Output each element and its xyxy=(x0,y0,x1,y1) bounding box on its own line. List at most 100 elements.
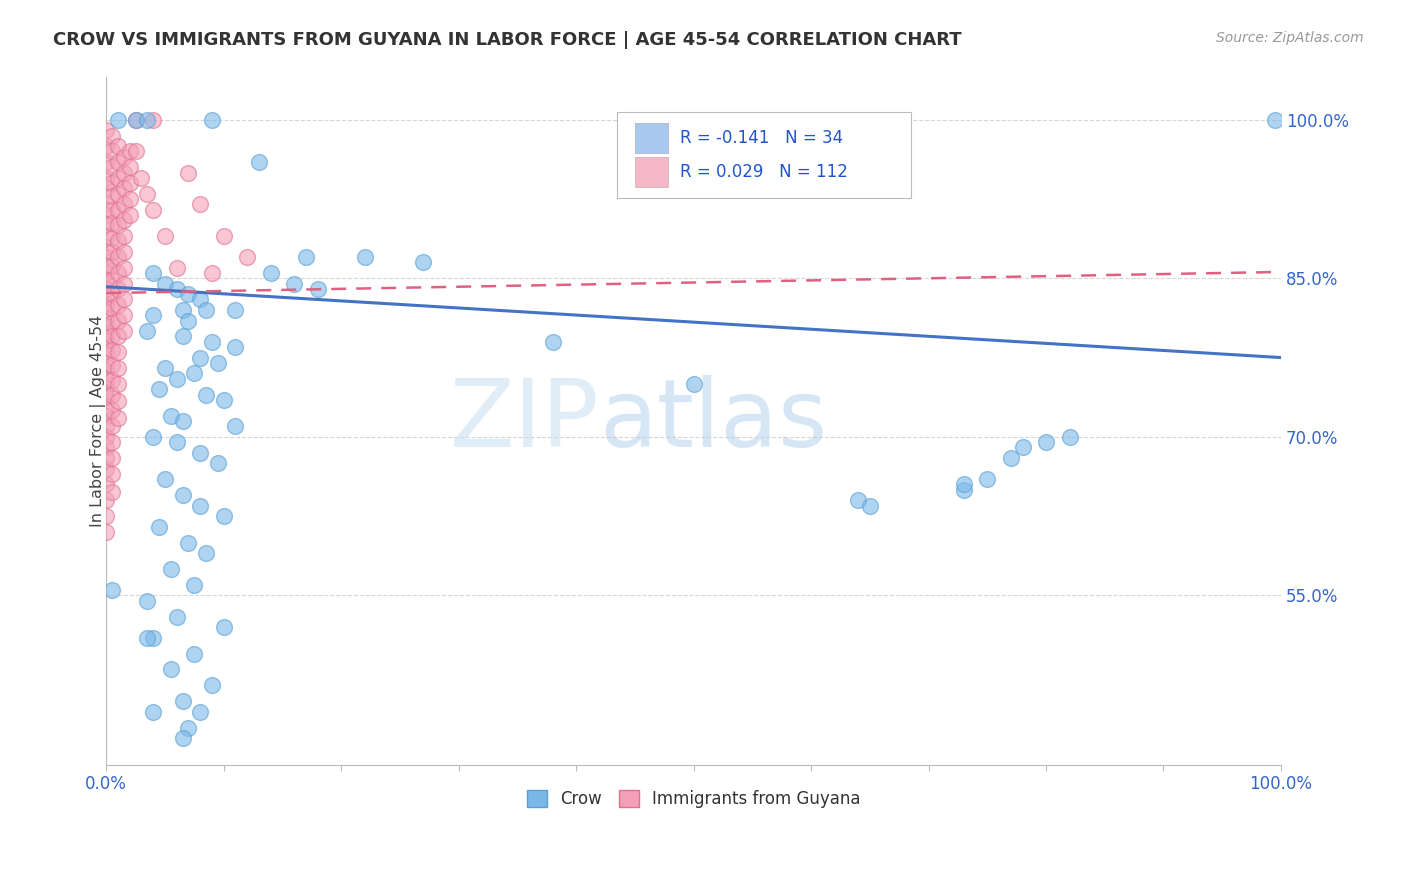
Point xyxy=(107,361,129,376)
Point xyxy=(166,435,188,450)
Point xyxy=(96,305,118,319)
Point xyxy=(295,250,318,264)
Legend: Crow, Immigrants from Guyana: Crow, Immigrants from Guyana xyxy=(520,783,868,814)
Point xyxy=(96,155,118,169)
Point xyxy=(107,376,129,391)
Point xyxy=(96,373,118,387)
Point xyxy=(101,161,124,175)
Point xyxy=(101,329,124,343)
Point xyxy=(201,266,224,280)
Point xyxy=(136,112,159,127)
Point xyxy=(96,290,118,304)
Point xyxy=(112,293,135,307)
Point xyxy=(112,181,135,195)
Point xyxy=(107,393,129,408)
Point xyxy=(177,313,200,327)
Point xyxy=(101,358,124,372)
Point xyxy=(177,165,200,179)
Point xyxy=(188,351,211,365)
Point xyxy=(96,318,118,333)
Point xyxy=(96,399,118,413)
Point xyxy=(101,189,124,203)
Point xyxy=(107,155,129,169)
Point xyxy=(101,231,124,245)
Point xyxy=(846,493,869,508)
Point xyxy=(118,161,141,175)
Point xyxy=(1000,450,1022,465)
Point xyxy=(96,390,118,404)
Point xyxy=(101,128,124,143)
Point xyxy=(107,345,129,359)
Point xyxy=(177,535,200,549)
Point xyxy=(160,562,183,576)
Point xyxy=(112,165,135,179)
Point xyxy=(212,620,235,634)
Point xyxy=(283,277,305,291)
Point xyxy=(195,303,218,318)
Point xyxy=(96,333,118,347)
Point xyxy=(172,731,194,745)
Point xyxy=(207,456,229,470)
Point xyxy=(136,631,159,645)
Point xyxy=(136,593,159,607)
Point xyxy=(118,192,141,206)
Point xyxy=(118,145,141,159)
Point xyxy=(201,334,224,349)
Point xyxy=(96,298,118,312)
Point xyxy=(166,282,188,296)
Point xyxy=(353,250,375,264)
Point xyxy=(307,282,329,296)
Point xyxy=(96,364,118,378)
Point xyxy=(96,219,118,233)
Point xyxy=(112,260,135,275)
Point xyxy=(101,259,124,273)
Point xyxy=(112,308,135,322)
Point xyxy=(172,488,194,502)
Point xyxy=(212,392,235,407)
Point xyxy=(96,381,118,395)
Point xyxy=(142,430,165,444)
Point xyxy=(101,244,124,259)
Point xyxy=(96,441,118,455)
Point xyxy=(107,250,129,264)
Point xyxy=(260,266,283,280)
Point xyxy=(188,705,211,719)
Point xyxy=(1035,435,1057,450)
Point xyxy=(183,647,205,661)
Point xyxy=(101,301,124,315)
Point xyxy=(172,694,194,708)
Point xyxy=(107,219,129,233)
Point xyxy=(153,361,176,376)
Point xyxy=(1264,112,1286,127)
Y-axis label: In Labor Force | Age 45-54: In Labor Force | Age 45-54 xyxy=(90,315,105,527)
Point xyxy=(96,524,118,539)
Point xyxy=(682,376,704,391)
Point xyxy=(136,186,159,201)
Point xyxy=(153,277,176,291)
Point xyxy=(142,266,165,280)
Point xyxy=(224,419,246,434)
Point xyxy=(188,499,211,513)
Point xyxy=(101,450,124,465)
Point xyxy=(124,112,146,127)
Point xyxy=(96,170,118,185)
FancyBboxPatch shape xyxy=(636,123,668,153)
Point xyxy=(183,367,205,381)
Point xyxy=(212,509,235,524)
Point xyxy=(118,176,141,190)
Point xyxy=(166,260,188,275)
Point xyxy=(153,229,176,244)
Point xyxy=(107,139,129,153)
Point xyxy=(96,356,118,370)
Point xyxy=(112,150,135,164)
Point xyxy=(124,145,146,159)
Point xyxy=(101,202,124,217)
Point xyxy=(96,347,118,361)
Point xyxy=(201,678,224,692)
Point xyxy=(96,250,118,264)
Point xyxy=(112,277,135,291)
Point xyxy=(96,430,118,444)
Point xyxy=(96,311,118,326)
Point xyxy=(177,721,200,735)
Point xyxy=(96,229,118,244)
